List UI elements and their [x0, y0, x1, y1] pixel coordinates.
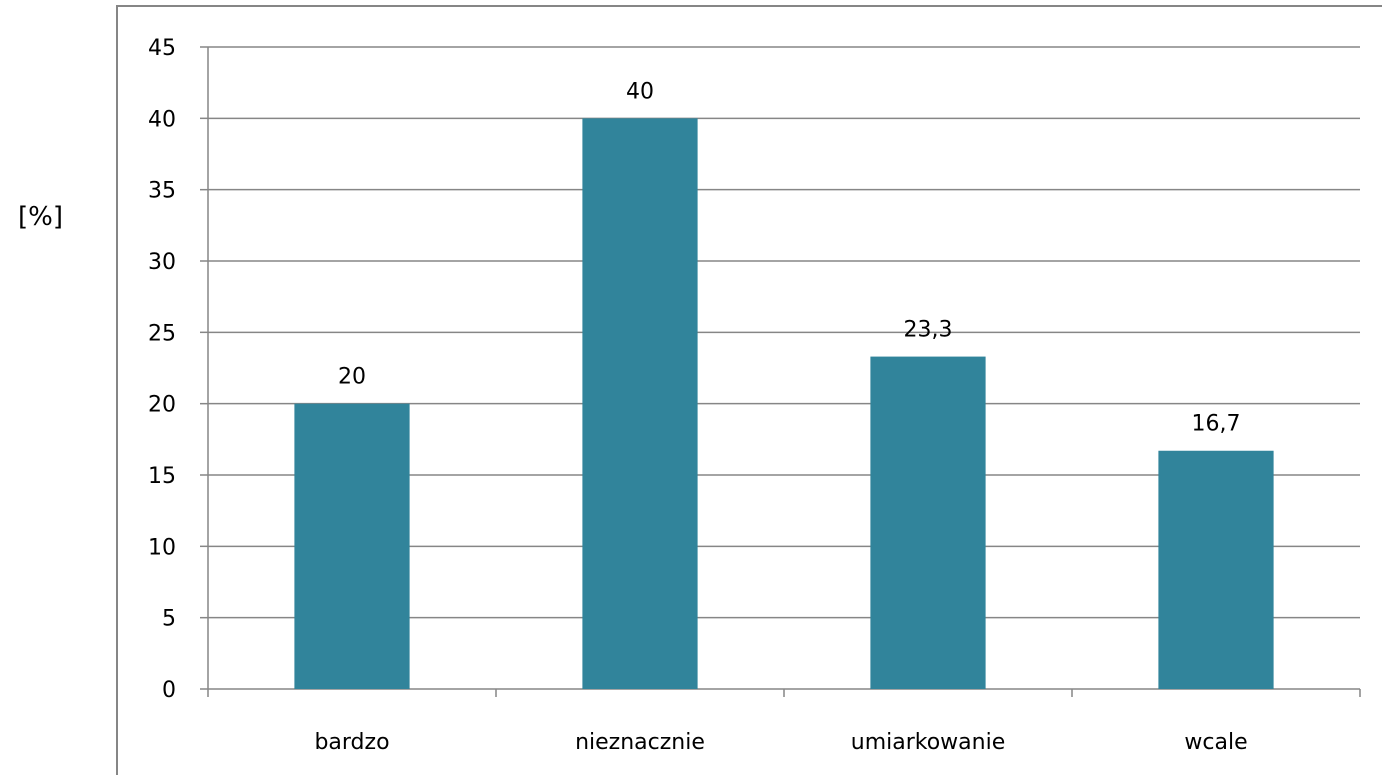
bar-wcale [1158, 450, 1274, 689]
y-tick-label: 20 [148, 393, 176, 418]
chart-frame [116, 5, 1382, 775]
y-tick-label: 15 [148, 464, 176, 489]
data-label: 23,3 [904, 318, 953, 343]
data-label: 40 [626, 79, 654, 104]
x-category-label: wcale [1184, 730, 1247, 755]
x-category-label: nieznacznie [575, 730, 705, 755]
y-tick-label: 35 [148, 179, 176, 204]
y-tick-label: 25 [148, 321, 176, 346]
y-axis-unit-label: [%] [18, 202, 63, 232]
x-category-label: bardzo [314, 730, 389, 755]
bar-nieznacznie [582, 118, 698, 690]
y-tick-label: 5 [162, 607, 176, 632]
y-tick-label: 0 [162, 678, 176, 703]
data-label: 16,7 [1192, 412, 1241, 437]
y-tick-label: 30 [148, 250, 176, 275]
y-tick-label: 10 [148, 535, 176, 560]
bar-umiarkowanie [870, 356, 986, 689]
bars [294, 118, 1274, 690]
x-category-label: umiarkowanie [851, 730, 1006, 755]
data-label: 20 [338, 365, 366, 390]
y-tick-label: 45 [148, 36, 176, 61]
labels: 0 5 10 15 20 25 30 35 40 45 20 bardzo 40 nieznacznie 2… [148, 36, 1248, 755]
bar-bardzo [294, 403, 410, 689]
y-tick-label: 40 [148, 107, 176, 132]
gridlines [208, 46, 1360, 619]
